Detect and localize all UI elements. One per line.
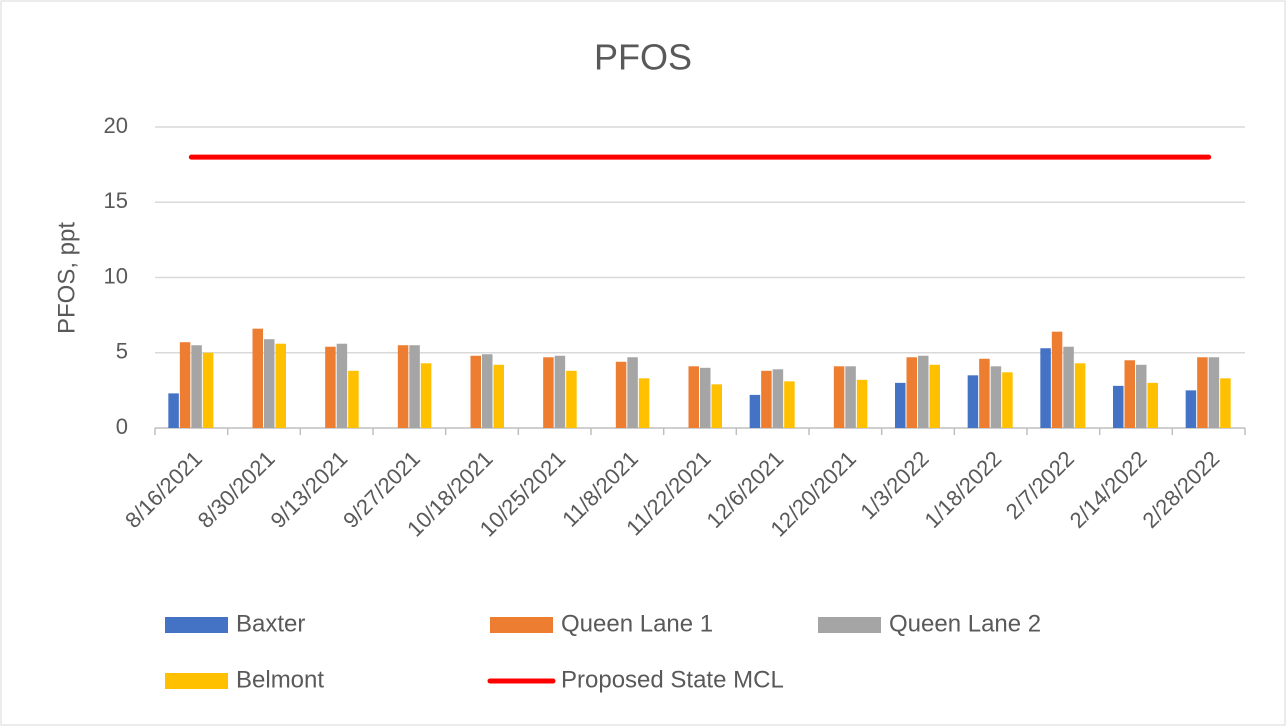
legend-swatch <box>818 617 881 633</box>
y-tick-label: 15 <box>104 188 128 213</box>
bar <box>275 343 286 428</box>
bar <box>627 357 638 428</box>
bar <box>179 342 191 428</box>
bar <box>749 394 761 428</box>
bar <box>1185 390 1197 428</box>
bar <box>470 355 481 428</box>
bar <box>420 363 432 428</box>
bar <box>543 357 554 428</box>
bar <box>202 352 214 428</box>
bar <box>895 382 906 428</box>
bar <box>711 384 722 428</box>
bar <box>1124 360 1135 428</box>
bar <box>1063 346 1074 428</box>
legend-label: Queen Lane 1 <box>561 610 713 637</box>
legend-label: Proposed State MCL <box>561 666 784 693</box>
bar <box>700 367 711 428</box>
bar <box>1147 382 1158 428</box>
bar <box>168 393 179 428</box>
legend-swatch <box>490 617 553 633</box>
bar <box>979 358 990 428</box>
legend-swatch <box>165 673 228 689</box>
y-tick-label: 5 <box>116 339 128 364</box>
chart-title: PFOS <box>594 37 692 78</box>
y-tick-label: 0 <box>116 414 128 439</box>
bar <box>1197 357 1208 428</box>
y-tick-label: 10 <box>104 263 128 288</box>
y-tick-label: 20 <box>104 113 128 138</box>
bar <box>554 355 566 428</box>
bar <box>990 366 1002 428</box>
bar <box>1208 357 1220 428</box>
bar <box>929 364 940 428</box>
bar <box>845 366 856 428</box>
bar <box>906 357 917 428</box>
bar <box>336 343 348 428</box>
bar <box>493 364 504 428</box>
bar <box>191 345 202 428</box>
bar <box>348 370 359 428</box>
bar <box>615 361 627 428</box>
bar <box>264 339 275 428</box>
y-axis-label: PFOS, ppt <box>53 222 80 334</box>
bar <box>252 328 263 428</box>
bar <box>784 381 795 428</box>
bar <box>688 366 699 428</box>
bar <box>1074 363 1086 428</box>
bar <box>1136 364 1147 428</box>
bar <box>482 354 493 428</box>
bar <box>1220 378 1231 428</box>
bar <box>1051 331 1063 428</box>
bar <box>397 345 409 428</box>
bar <box>761 370 772 428</box>
bar <box>1002 372 1013 428</box>
bar <box>1113 385 1124 428</box>
legend-label: Belmont <box>236 666 324 693</box>
legend-swatch <box>165 617 228 633</box>
bar <box>918 355 929 428</box>
bar <box>772 369 784 428</box>
bar <box>325 346 336 428</box>
bar <box>409 345 420 428</box>
bar <box>856 379 868 428</box>
bar <box>638 378 650 428</box>
bar <box>566 370 577 428</box>
legend-label: Queen Lane 2 <box>889 610 1041 637</box>
bar <box>833 366 845 428</box>
bar <box>1040 348 1051 428</box>
legend-label: Baxter <box>236 610 305 637</box>
bar <box>967 375 979 428</box>
